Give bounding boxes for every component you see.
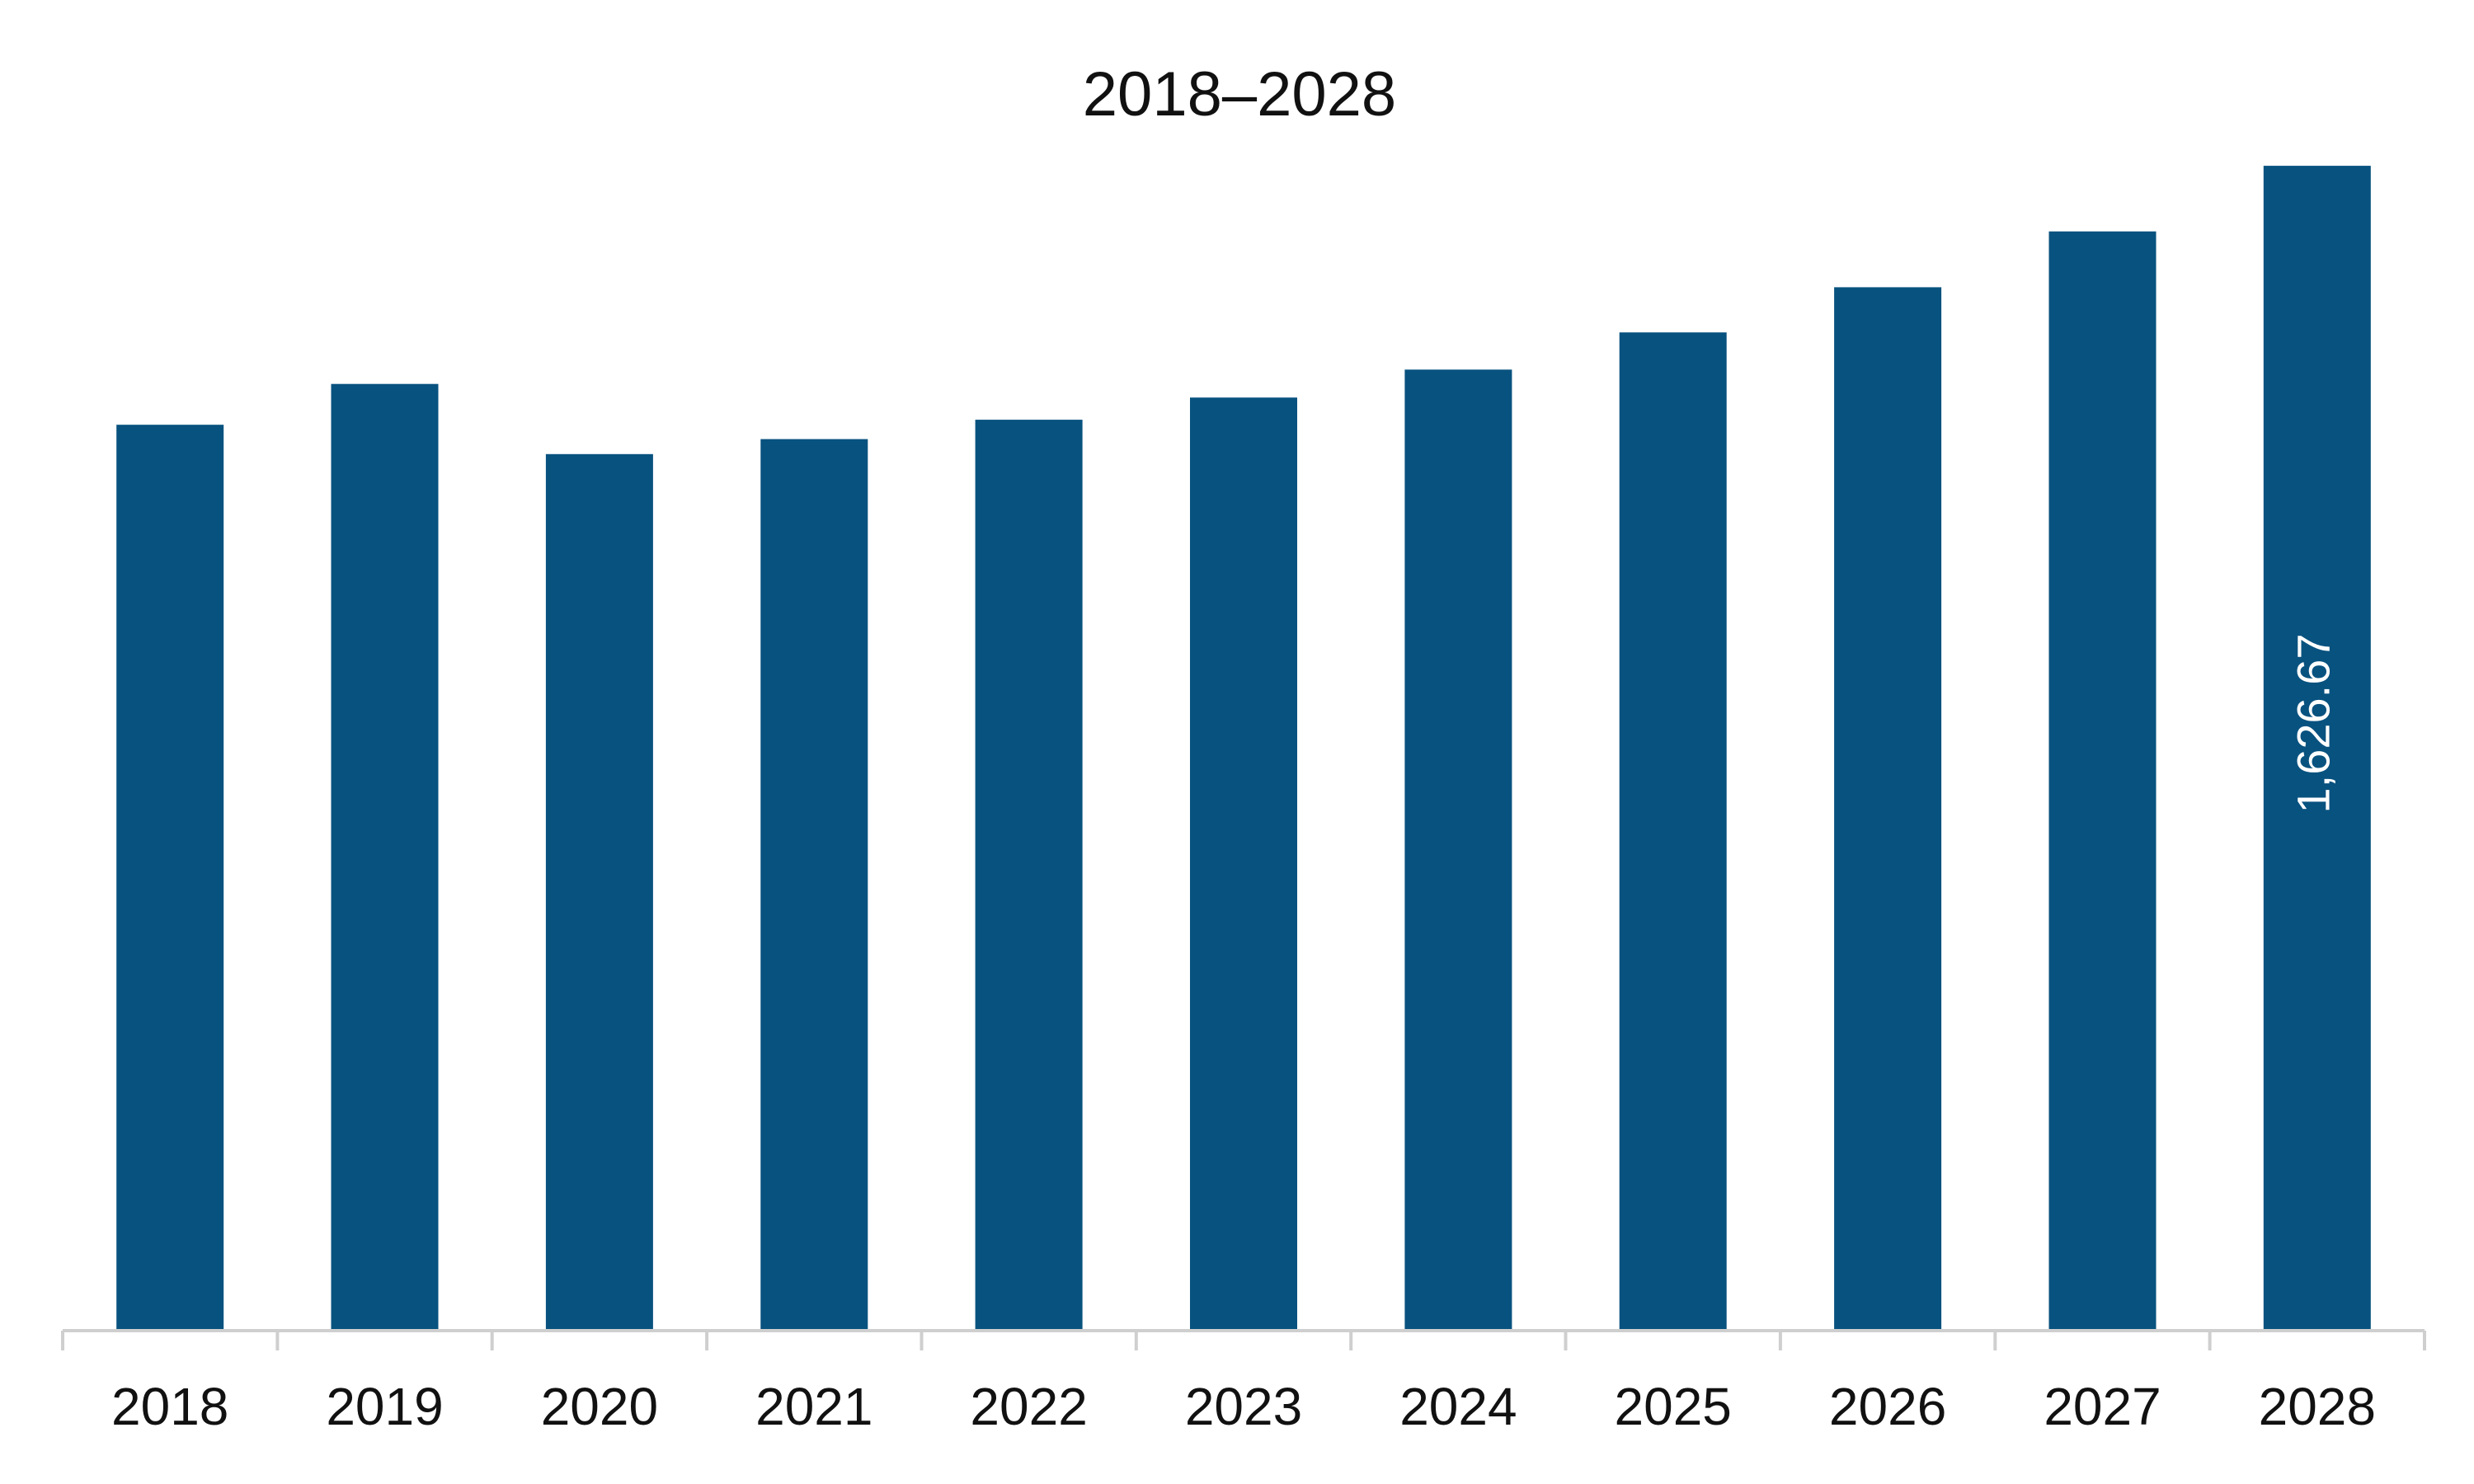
x-axis-tick-labels: 2018 2019 2020 2021 2022 2023 2024 2025 2026 2027… [111,1377,2376,1436]
bar-2019 [331,383,439,1331]
bar-2028 [2263,166,2371,1331]
x-tick-label-2019: 2019 [326,1377,443,1436]
bar-2020 [545,453,653,1331]
x-tick-label-2026: 2026 [1829,1377,1946,1436]
x-tick-label-2021: 2021 [755,1377,872,1436]
x-tick-label-2028: 2028 [2259,1377,2376,1436]
bar-2026 [1834,287,1942,1331]
bar-2027 [2048,231,2157,1331]
x-tick-label-2023: 2023 [1185,1377,1302,1436]
data-labels: 1,626.67 [2288,634,2340,814]
bar-2021 [760,439,868,1331]
x-tick-label-2024: 2024 [1399,1377,1517,1436]
bar-2022 [975,420,1083,1331]
x-tick-label-2027: 2027 [2044,1377,2161,1436]
chart-title: 2018–2028 [1083,59,1396,129]
x-tick-label-2022: 2022 [970,1377,1087,1436]
bar-2024 [1404,369,1512,1331]
x-tick-label-2018: 2018 [111,1377,228,1436]
bar-2018 [116,425,224,1331]
bar-2025 [1619,332,1727,1331]
bar-2023 [1190,397,1297,1331]
x-axis-ticks [61,1331,2426,1350]
data-label-2028: 1,626.67 [2288,634,2340,814]
x-tick-label-2025: 2025 [1615,1377,1732,1436]
bars-group [116,166,2371,1331]
x-tick-label-2020: 2020 [541,1377,658,1436]
